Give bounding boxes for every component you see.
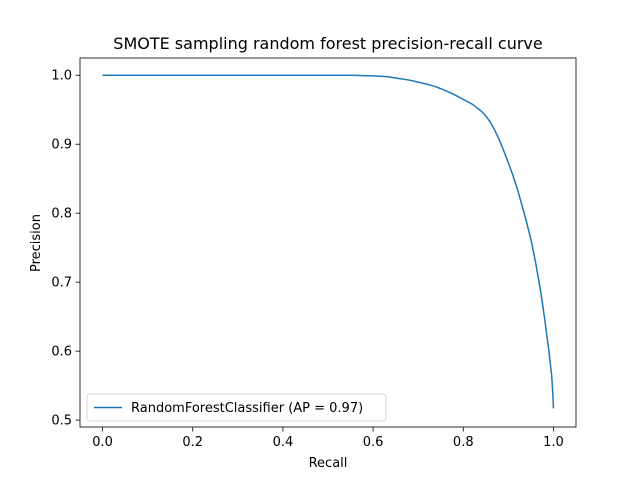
axes-frame bbox=[79, 57, 577, 428]
y-tick-label: 0.8 bbox=[51, 207, 72, 222]
x-tick-label: 0.8 bbox=[453, 435, 474, 450]
y-tick-label: 0.5 bbox=[51, 414, 72, 429]
x-tick-label: 1.0 bbox=[543, 435, 564, 450]
y-tick-label: 0.6 bbox=[51, 345, 72, 360]
x-tick-label: 0.2 bbox=[182, 435, 203, 450]
legend-label-0: RandomForestClassifier (AP = 0.97) bbox=[131, 401, 363, 416]
chart-title: SMOTE sampling random forest precision-r… bbox=[113, 34, 542, 53]
x-axis-title: Recall bbox=[309, 456, 348, 471]
x-tick-label: 0.6 bbox=[363, 435, 384, 450]
y-tick-label: 0.9 bbox=[51, 138, 72, 153]
y-tick-label: 0.7 bbox=[51, 276, 72, 291]
legend-box bbox=[86, 393, 387, 422]
legend: RandomForestClassifier (AP = 0.97) bbox=[86, 393, 387, 422]
y-tick-label: 1.0 bbox=[51, 69, 72, 84]
plot-area: 0.0 0.2 0.4 0.6 0.8 1.0 0.5 0.6 0.7 0.8 0.9 1.0 Rand… bbox=[51, 57, 577, 450]
series-line-0 bbox=[102, 74, 555, 409]
x-tick-label: 0.0 bbox=[92, 435, 113, 450]
y-axis-title: Precision bbox=[29, 214, 44, 272]
x-tick-label: 0.4 bbox=[273, 435, 294, 450]
